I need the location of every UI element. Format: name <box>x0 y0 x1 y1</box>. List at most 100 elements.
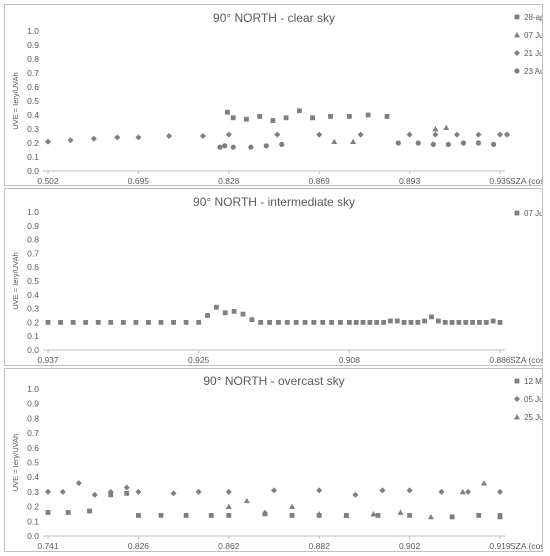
x-tick-label: 0.886 <box>489 355 511 365</box>
x-tick-label: 0.935 <box>489 176 511 185</box>
y-tick-label: 0.6 <box>27 262 39 272</box>
data-point <box>230 144 236 150</box>
x-tick-label: 0.828 <box>218 176 240 185</box>
data-point <box>120 320 126 325</box>
y-axis-label: UVE = Iery/UVAh <box>11 72 20 130</box>
data-point <box>397 509 404 515</box>
data-point <box>357 131 364 138</box>
legend-marker <box>514 32 520 38</box>
y-tick-label: 0.8 <box>27 413 39 423</box>
series-12-may <box>45 490 503 520</box>
data-point <box>453 131 460 138</box>
data-point <box>45 138 51 145</box>
y-tick-label: 0.4 <box>27 472 39 482</box>
data-point <box>195 488 202 495</box>
data-point <box>477 320 482 325</box>
data-point <box>367 320 373 325</box>
data-point <box>296 108 302 114</box>
legend-label: 23 Aug <box>524 67 542 76</box>
data-point <box>443 124 450 130</box>
data-point <box>381 320 386 325</box>
data-point <box>406 487 413 494</box>
data-point <box>302 320 308 325</box>
x-tick-label: 0.869 <box>309 176 331 185</box>
data-point <box>279 141 285 147</box>
series-07-jun <box>331 124 450 144</box>
data-point <box>379 487 386 494</box>
data-point <box>329 320 335 325</box>
data-point <box>196 320 202 325</box>
data-point <box>442 320 448 325</box>
data-point <box>114 134 121 141</box>
data-point <box>346 114 352 119</box>
y-tick-label: 1.0 <box>27 26 39 36</box>
y-axis-label: UVE = Iery/UVAh <box>11 434 20 492</box>
chart-title: 90° NORTH - intermediate sky <box>193 195 355 209</box>
y-tick-label: 0.0 <box>27 166 39 176</box>
data-point <box>504 131 510 138</box>
data-point <box>244 116 249 122</box>
legend-label: 12 May <box>524 377 542 386</box>
data-point <box>338 320 343 325</box>
data-point <box>388 318 393 324</box>
y-tick-label: 0.8 <box>27 54 39 64</box>
data-point <box>58 320 63 325</box>
x-axis-label: SZA (cos) <box>510 355 542 365</box>
data-point <box>476 513 482 518</box>
data-point <box>225 109 230 115</box>
data-point <box>331 138 338 144</box>
y-tick-label: 1.0 <box>27 384 39 394</box>
data-point <box>183 513 189 518</box>
chart-intermediate-sky: 90° NORTH - intermediate sky 0.0 0.1 0.2 0.3… <box>11 195 542 365</box>
data-point <box>222 143 228 149</box>
legend-marker <box>514 14 520 20</box>
data-point <box>497 320 503 325</box>
data-point <box>108 320 114 325</box>
data-point <box>360 320 366 325</box>
data-point <box>248 144 254 150</box>
data-point <box>293 320 299 325</box>
data-point <box>289 513 295 518</box>
data-point <box>87 508 92 514</box>
data-point <box>352 491 359 498</box>
legend-label: 07 Jun <box>524 209 542 218</box>
data-point <box>370 510 377 517</box>
data-point <box>470 320 476 325</box>
data-point <box>316 487 323 494</box>
data-point <box>226 513 232 518</box>
legend-label: 28-apr <box>524 13 542 22</box>
x-tick-label: 0.862 <box>218 541 240 551</box>
x-tick-label: 0.741 <box>37 541 59 551</box>
x-tick-label: 0.893 <box>399 176 421 185</box>
y-tick-label: 0.9 <box>27 399 39 409</box>
series-25-jul <box>225 480 503 520</box>
data-point <box>45 510 51 515</box>
data-point <box>445 141 451 147</box>
data-point <box>316 131 323 138</box>
y-tick-label: 0.0 <box>27 345 39 355</box>
data-point <box>353 320 359 325</box>
x-tick-label: 0.695 <box>128 176 150 185</box>
data-point <box>394 318 400 324</box>
y-tick-label: 0.7 <box>27 68 39 78</box>
data-point <box>45 320 51 325</box>
series-28-apr <box>225 108 390 123</box>
data-point <box>415 140 421 146</box>
data-point <box>429 314 434 320</box>
data-point <box>483 320 489 325</box>
data-point <box>274 131 281 138</box>
data-point <box>135 134 142 141</box>
data-point <box>316 510 323 517</box>
data-point <box>158 320 164 325</box>
data-point <box>430 141 436 147</box>
legend-label: 25 Jul <box>524 413 542 422</box>
data-point <box>45 488 51 495</box>
data-point <box>465 488 472 495</box>
legend-label: 07 Jun <box>524 31 542 40</box>
data-point <box>225 503 232 509</box>
y-tick-label: 1.0 <box>27 207 39 217</box>
data-point <box>91 491 98 498</box>
data-point <box>283 115 289 121</box>
y-tick-label: 0.5 <box>27 96 39 106</box>
data-point <box>284 320 290 325</box>
